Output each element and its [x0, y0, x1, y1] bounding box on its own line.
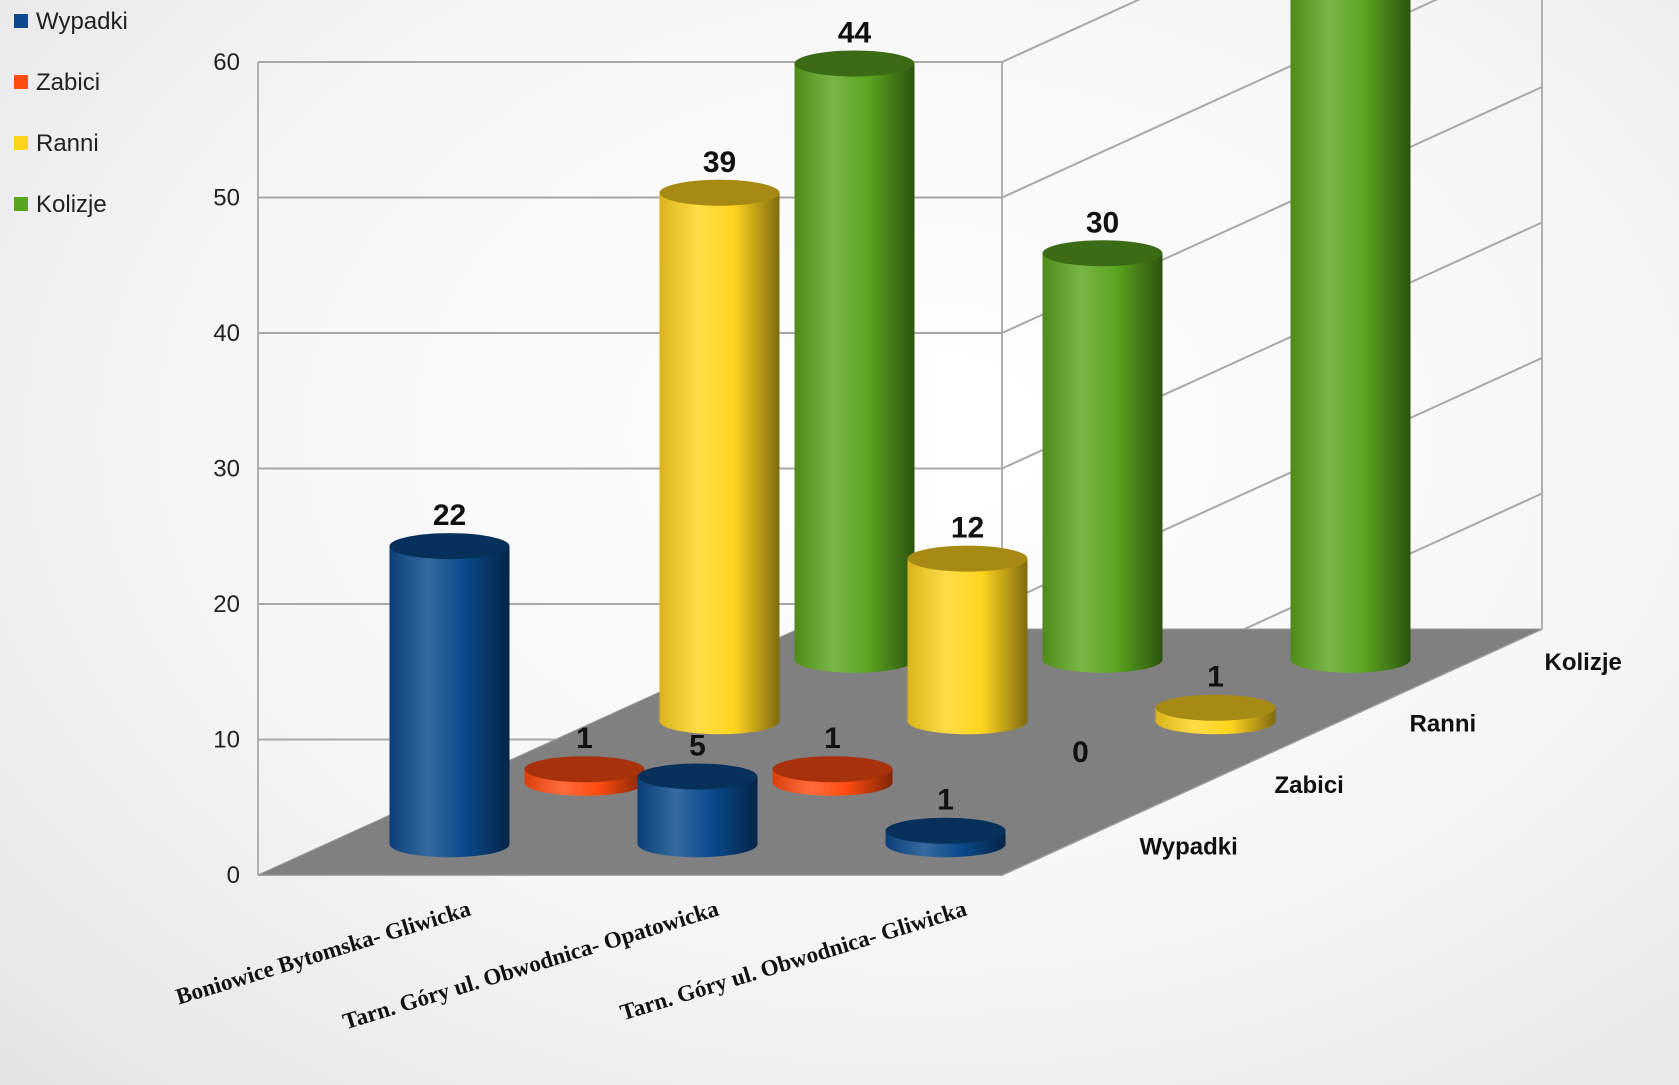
bar-top	[794, 50, 915, 77]
bar-body	[907, 558, 1028, 735]
data-label: 1	[937, 784, 954, 817]
series-axis-label: Wypadki	[1140, 833, 1238, 860]
legend-swatch	[14, 14, 28, 28]
y-tick-label: 60	[213, 49, 240, 76]
bar-kolizje-boniowice-bytomska-gliwicka	[794, 50, 915, 673]
data-label: 12	[951, 512, 984, 545]
data-label: 44	[838, 17, 872, 50]
bar-top	[907, 545, 1028, 572]
bar-body	[659, 192, 780, 735]
data-label: 1	[576, 722, 593, 755]
bar-wypadki-boniowice-bytomska-gliwicka	[389, 533, 510, 858]
bar-ranni-boniowice-bytomska-gliwicka	[659, 179, 780, 735]
bar-body	[637, 776, 758, 858]
bar-top	[659, 179, 780, 206]
data-label: 1	[824, 722, 841, 755]
bar-top	[637, 763, 758, 790]
bar-body	[389, 546, 510, 858]
bar-wypadki-tarn-g-ry-ul-obwodnica-gliwicka	[885, 817, 1006, 858]
legend-label: Zabici	[36, 69, 100, 96]
chart-floor	[257, 628, 1543, 876]
bar-body	[794, 63, 915, 673]
bar-ranni-tarn-g-ry-ul-obwodnica-gliwicka	[1155, 694, 1276, 735]
legend-item: Wypadki	[14, 8, 128, 35]
data-label: 22	[433, 499, 466, 532]
data-label: 30	[1086, 206, 1119, 239]
bar-zabici-boniowice-bytomska-gliwicka	[524, 756, 645, 796]
data-label: 0	[1072, 736, 1089, 769]
bars	[389, 0, 1411, 858]
y-tick-label: 50	[213, 185, 240, 212]
y-tick-label: 0	[227, 862, 240, 889]
bar-body	[1290, 0, 1411, 673]
legend-item: Ranni	[14, 130, 99, 157]
data-label: 5	[689, 730, 706, 763]
bar-wypadki-tarn-g-ry-ul-obwodnica-opatowicka	[637, 763, 758, 858]
bar-top	[389, 533, 510, 560]
legend-label: Ranni	[36, 130, 99, 157]
series-axis-label: Ranni	[1410, 710, 1477, 737]
legend-item: Kolizje	[14, 191, 107, 218]
bar-top	[1042, 240, 1163, 267]
legend-swatch	[14, 75, 28, 89]
y-tick-label: 40	[213, 320, 240, 347]
series-axis: Wypadki Zabici Ranni Kolizje	[1140, 649, 1622, 861]
y-axis: 0 10 20 30 40 50 60	[213, 49, 240, 889]
bar-top	[885, 817, 1006, 844]
series-axis-label: Zabici	[1275, 772, 1344, 799]
legend-label: Wypadki	[36, 8, 128, 35]
floor-plane	[257, 628, 1543, 876]
bar-kolizje-tarn-g-ry-ul-obwodnica-gliwicka	[1290, 0, 1411, 673]
legend-label: Kolizje	[36, 191, 107, 218]
bar-kolizje-tarn-g-ry-ul-obwodnica-opatowicka	[1042, 240, 1163, 673]
series-axis-label: Kolizje	[1545, 649, 1622, 676]
y-tick-label: 10	[213, 727, 240, 754]
data-labels: 443055391211102251	[433, 17, 1224, 817]
bar-body	[1042, 253, 1163, 673]
y-tick-label: 30	[213, 456, 240, 483]
bar-top	[1155, 694, 1276, 721]
legend-swatch	[14, 136, 28, 150]
gridline	[258, 0, 1141, 63]
bar-zabici-tarn-g-ry-ul-obwodnica-opatowicka	[772, 756, 893, 796]
data-label: 39	[703, 146, 736, 179]
legend: Wypadki Zabici Ranni Kolizje	[14, 8, 128, 218]
data-label: 1	[1207, 661, 1224, 694]
bar-top	[524, 756, 645, 783]
legend-swatch	[14, 197, 28, 211]
legend-item: Zabici	[14, 69, 100, 96]
bar-top	[772, 756, 893, 783]
bar-ranni-tarn-g-ry-ul-obwodnica-opatowicka	[907, 545, 1028, 735]
y-tick-label: 20	[213, 591, 240, 618]
